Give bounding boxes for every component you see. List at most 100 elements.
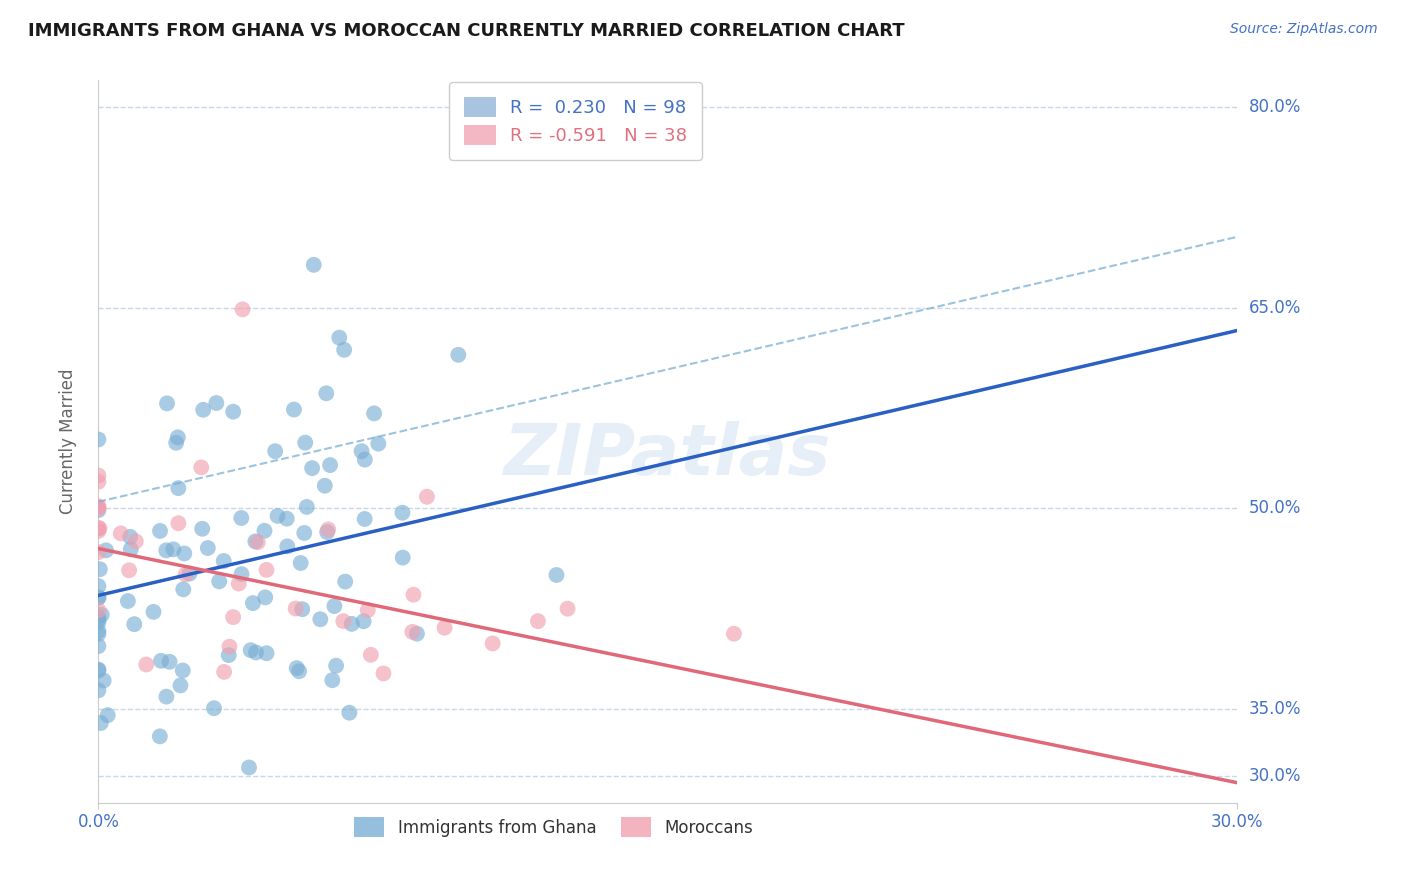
Point [120, 530, 142, 544]
Point [291, 602, 314, 616]
Point [87, 521, 110, 535]
Point [87, 545, 110, 559]
Point [546, 568, 568, 582]
Point [135, 657, 157, 672]
Point [120, 542, 142, 557]
Text: 30.0%: 30.0% [1249, 767, 1301, 785]
Text: 80.0%: 80.0% [1249, 98, 1301, 116]
Point [149, 730, 172, 744]
Point [353, 614, 375, 628]
Point [254, 591, 277, 605]
Point [87, 610, 110, 624]
Point [284, 601, 307, 615]
Point [333, 343, 356, 357]
Point [156, 396, 179, 410]
Point [401, 624, 423, 639]
Point [328, 331, 350, 345]
Point [172, 664, 194, 678]
Point [481, 636, 503, 650]
Point [239, 643, 262, 657]
Legend: Immigrants from Ghana, Moroccans: Immigrants from Ghana, Moroccans [346, 809, 762, 845]
Point [87, 615, 110, 630]
Point [340, 616, 363, 631]
Point [155, 543, 177, 558]
Point [253, 524, 276, 538]
Point [332, 614, 354, 628]
Point [205, 396, 228, 410]
Point [295, 500, 318, 514]
Point [166, 430, 188, 444]
Point [316, 524, 339, 539]
Text: 35.0%: 35.0% [1249, 700, 1301, 718]
Text: Source: ZipAtlas.com: Source: ZipAtlas.com [1230, 22, 1378, 37]
Point [353, 452, 375, 467]
Point [142, 605, 165, 619]
Point [90, 607, 112, 622]
Point [90, 716, 112, 731]
Point [87, 475, 110, 489]
Point [302, 258, 325, 272]
Point [218, 648, 240, 662]
Point [87, 627, 110, 641]
Point [124, 617, 146, 632]
Point [87, 501, 110, 516]
Point [353, 512, 375, 526]
Point [264, 444, 287, 458]
Point [276, 540, 298, 554]
Point [190, 460, 212, 475]
Point [367, 436, 389, 450]
Point [402, 588, 425, 602]
Point [87, 663, 110, 677]
Point [246, 535, 269, 549]
Point [149, 524, 172, 538]
Point [212, 554, 235, 568]
Point [87, 603, 110, 617]
Point [391, 506, 413, 520]
Point [276, 511, 298, 525]
Point [87, 591, 110, 605]
Point [118, 563, 141, 577]
Point [173, 546, 195, 560]
Point [87, 500, 110, 514]
Point [110, 526, 132, 541]
Point [208, 574, 231, 589]
Point [179, 566, 201, 581]
Point [319, 458, 342, 472]
Point [335, 574, 357, 589]
Point [167, 516, 190, 531]
Point [212, 665, 235, 679]
Point [87, 591, 110, 605]
Point [256, 646, 278, 660]
Point [87, 500, 110, 515]
Point [162, 542, 184, 557]
Point [174, 567, 197, 582]
Point [288, 665, 311, 679]
Point [93, 673, 115, 688]
Point [357, 603, 380, 617]
Point [447, 348, 470, 362]
Point [167, 481, 190, 495]
Point [117, 594, 139, 608]
Point [97, 708, 120, 723]
Point [416, 490, 439, 504]
Point [125, 534, 148, 549]
Point [150, 654, 173, 668]
Point [87, 683, 110, 698]
Point [294, 435, 316, 450]
Point [193, 402, 215, 417]
Text: 50.0%: 50.0% [1249, 500, 1301, 517]
Point [87, 639, 110, 653]
Point [222, 405, 245, 419]
Point [87, 503, 110, 517]
Point [231, 567, 253, 582]
Point [245, 645, 267, 659]
Point [373, 666, 395, 681]
Text: 65.0%: 65.0% [1249, 299, 1301, 317]
Point [433, 621, 456, 635]
Point [350, 444, 373, 458]
Point [321, 673, 343, 688]
Point [391, 550, 413, 565]
Point [245, 534, 267, 549]
Point [87, 579, 110, 593]
Point [87, 664, 110, 678]
